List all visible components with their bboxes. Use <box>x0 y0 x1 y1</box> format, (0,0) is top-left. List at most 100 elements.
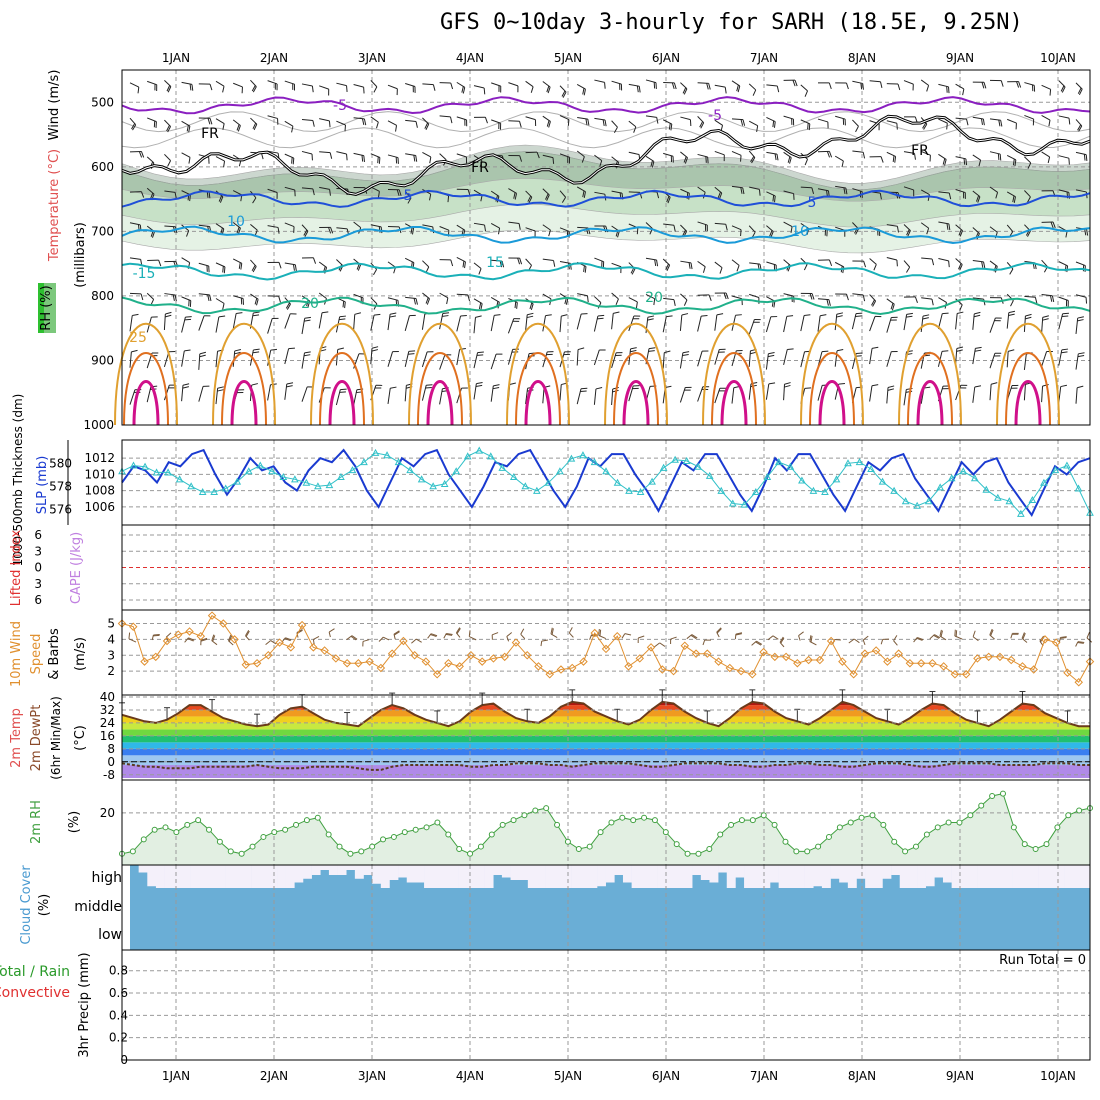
upper-wind-barb <box>751 157 756 164</box>
thickness-marker <box>970 474 979 482</box>
isotherm-line <box>121 262 1091 281</box>
thickness-marker <box>383 451 391 459</box>
upper-wind-barb <box>855 315 862 317</box>
rh-axis-label: RH (%) <box>39 285 54 330</box>
upper-wind-barb <box>172 294 175 301</box>
upper-wind-barb <box>981 82 985 89</box>
surface-wind-barb <box>468 630 471 637</box>
rh-marker <box>891 838 898 845</box>
upper-wind-barb <box>378 226 381 233</box>
upper-wind-barb <box>1024 156 1032 164</box>
upper-wind-barb <box>593 388 597 405</box>
upper-wind-barb <box>975 346 982 349</box>
precip-panel-frame <box>121 949 1091 1061</box>
rh-marker <box>510 817 517 824</box>
cloud-cover-bar <box>302 865 312 879</box>
upper-wind-barb <box>628 151 640 155</box>
wind-speed-marker <box>489 654 498 663</box>
upper-wind-barb <box>783 349 788 365</box>
upper-wind-barb <box>718 192 723 200</box>
upper-wind-barb <box>376 122 379 129</box>
upper-wind-barb <box>473 262 482 269</box>
upper-wind-barb <box>215 118 225 124</box>
wind-tick-label: 4 <box>107 632 115 646</box>
wind-speed-marker <box>331 654 341 663</box>
surface-wind-barb <box>200 637 208 641</box>
cloud-axis-label: Cloud Cover <box>19 865 34 945</box>
upper-wind-barb <box>253 123 258 131</box>
rh-marker <box>434 819 441 826</box>
temperature-lobe <box>809 352 855 426</box>
upper-wind-barb <box>576 150 585 158</box>
upper-wind-barb <box>958 229 962 236</box>
upper-wind-barb <box>514 193 518 200</box>
cloud-cover-bar <box>1055 865 1065 888</box>
upper-wind-barb <box>542 224 551 231</box>
upper-wind-barb <box>586 295 589 303</box>
thickness-marker <box>717 486 726 494</box>
upper-wind-barb <box>1034 297 1038 304</box>
upper-wind-barb <box>519 121 522 128</box>
cloud-cover-bar <box>640 865 650 888</box>
upper-wind-barb <box>525 116 536 121</box>
upper-wind-barb <box>800 186 812 189</box>
upper-wind-barb <box>809 293 813 300</box>
upper-wind-barb <box>174 192 177 199</box>
upper-wind-barb <box>776 153 779 161</box>
cloud-cover-bar <box>501 865 511 878</box>
upper-wind-barb <box>615 298 619 305</box>
upper-wind-barb <box>389 312 397 315</box>
surface-wind-barb <box>128 638 137 643</box>
upper-wind-barb <box>253 311 260 314</box>
upper-wind-barb <box>852 119 859 127</box>
rh-marker <box>651 817 658 824</box>
surface-wind-barb <box>506 636 510 642</box>
upper-wind-barb <box>1041 259 1048 268</box>
upper-wind-barb <box>529 302 533 310</box>
upper-wind-barb <box>371 346 379 349</box>
upper-wind-barb <box>254 298 258 305</box>
cloud-cover-bar <box>415 865 425 883</box>
upper-wind-barb <box>442 312 450 315</box>
dewpoint-line <box>121 762 1090 771</box>
rh-marker <box>206 826 213 833</box>
temperature-lobe <box>132 380 160 426</box>
upper-wind-barb <box>476 382 483 385</box>
upper-wind-barb <box>439 292 449 299</box>
upper-wind-barb <box>1010 300 1014 307</box>
upper-wind-barb <box>748 225 756 233</box>
cloud-cover-bar <box>770 865 779 883</box>
upper-wind-barb <box>577 293 588 297</box>
cloud-cover-bar <box>977 865 987 888</box>
upper-wind-barb <box>439 354 446 370</box>
temperature-lobe <box>515 352 561 426</box>
upper-wind-barb <box>304 230 309 237</box>
temperature-lobe <box>720 380 748 426</box>
upper-wind-barb <box>191 84 194 91</box>
upper-wind-barb <box>892 155 895 163</box>
upper-wind-barb <box>291 126 294 133</box>
upper-wind-barb <box>252 122 257 130</box>
cloud-cover-bar <box>891 865 901 875</box>
upper-wind-barb <box>137 86 140 94</box>
upper-wind-barb <box>342 300 345 308</box>
upper-wind-barb <box>599 160 603 167</box>
rh-marker <box>303 817 310 824</box>
surface-wind-barb <box>188 637 195 641</box>
cloud-cover-bar <box>467 865 477 888</box>
upper-wind-barb <box>772 120 775 128</box>
thickness-tick-label: 576 <box>49 502 72 516</box>
upper-wind-barb <box>303 354 311 357</box>
surface-wind-barb <box>393 630 400 635</box>
temperature-lobe <box>622 380 650 426</box>
convective-label: Convective <box>0 985 70 1001</box>
upper-wind-barb <box>972 297 984 300</box>
cloud-cover-bar <box>372 865 382 884</box>
upper-wind-barb <box>611 262 622 268</box>
thickness-marker <box>682 456 691 464</box>
upper-wind-barb <box>238 262 241 269</box>
top-date-label: 5JAN <box>554 51 582 65</box>
upper-wind-barb <box>811 187 815 194</box>
upper-wind-barb <box>363 118 367 126</box>
cloud-cover-bar <box>709 865 719 883</box>
